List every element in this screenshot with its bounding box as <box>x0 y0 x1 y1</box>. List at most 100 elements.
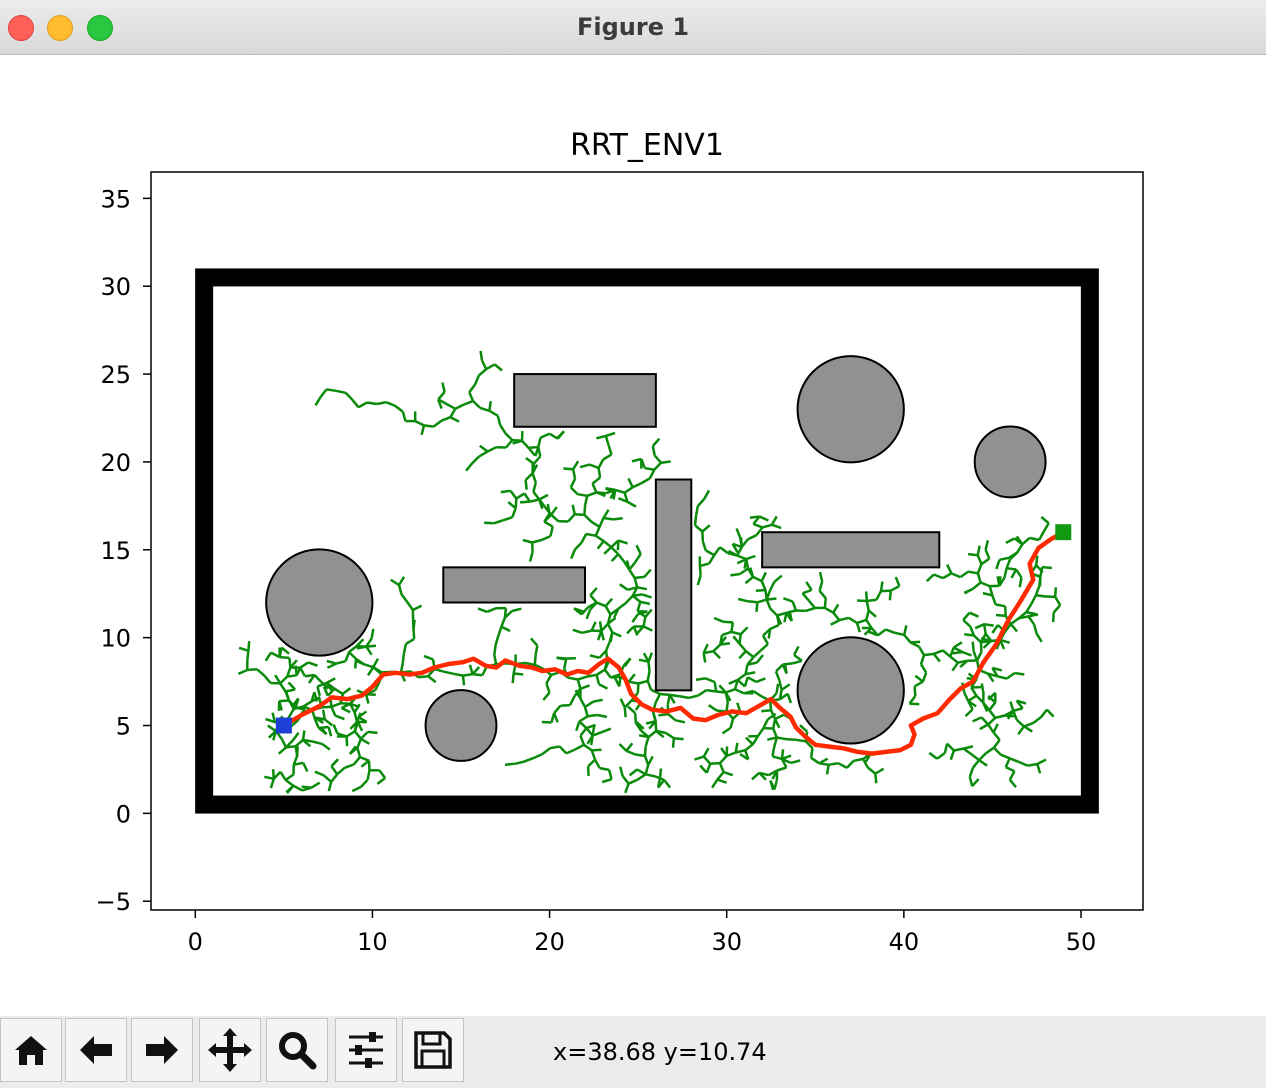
tree-edge <box>749 567 755 578</box>
close-window-button[interactable] <box>8 15 34 41</box>
tree-edge <box>640 600 651 606</box>
tree-edge <box>524 479 528 490</box>
save-button[interactable] <box>402 1018 464 1082</box>
tree-edge <box>356 721 364 732</box>
tree-edge <box>776 766 787 772</box>
tree-edge <box>632 626 639 636</box>
tree-edge <box>774 713 785 721</box>
tree-edge <box>279 675 289 685</box>
tree-edge <box>745 554 756 561</box>
tree-edge <box>745 650 755 659</box>
tree-edge <box>987 716 997 726</box>
tree-edge <box>580 606 590 616</box>
tree-edge <box>618 766 624 777</box>
rect-obstacle <box>442 566 586 604</box>
tree-edge <box>502 516 513 522</box>
tree-edge <box>412 619 416 630</box>
zoom-button[interactable] <box>266 1018 328 1082</box>
tree-edge <box>648 469 656 479</box>
y-tick-label: 20 <box>100 449 131 477</box>
tree-edge <box>631 457 642 463</box>
rrt-plot[interactable]: RRT_ENV1 0 10 20 30 40 50 −5 0 5 10 15 20 25 30 35 <box>0 55 1266 1016</box>
tree-edge <box>694 505 700 516</box>
tree-edge <box>412 629 416 639</box>
figure-canvas[interactable]: RRT_ENV1 0 10 20 30 40 50 −5 0 5 10 15 20 25 30 35 <box>0 55 1266 1016</box>
tree-edge <box>968 776 974 787</box>
tree-edge <box>280 738 288 748</box>
tree-edge <box>278 647 283 658</box>
tree-edge <box>980 716 990 726</box>
tree-edge <box>651 445 656 456</box>
tree-edge <box>493 654 498 665</box>
maximize-window-button[interactable] <box>87 15 113 41</box>
tree-edge <box>356 645 367 650</box>
tree-edge <box>280 646 290 655</box>
path-layer <box>282 530 1065 756</box>
tree-edge <box>364 693 370 704</box>
tree-edge <box>357 401 368 409</box>
tree-edge <box>818 590 827 600</box>
tree-edge <box>268 730 277 739</box>
pan-button[interactable] <box>199 1018 261 1082</box>
tree-edge <box>604 435 610 446</box>
tree-edge <box>743 676 749 687</box>
circle-obstacle <box>796 636 905 745</box>
tree-edge <box>993 746 1002 756</box>
tree-edge <box>973 634 982 644</box>
y-tick-label: 15 <box>100 537 131 565</box>
tree-edge <box>737 673 747 681</box>
tree-edge <box>578 715 589 723</box>
tree-edge <box>776 736 787 741</box>
tree-edge <box>607 769 613 780</box>
tree-edge <box>1034 555 1039 566</box>
tree-edge <box>627 477 634 488</box>
tree-edge <box>618 743 628 752</box>
tree-edge <box>625 594 634 604</box>
floppy-disk-icon <box>414 1031 452 1069</box>
tree-edge <box>412 604 423 612</box>
tree-edge <box>1036 758 1047 766</box>
tree-edge <box>1009 623 1018 633</box>
tree-edge <box>642 625 653 632</box>
tree-edge <box>626 500 637 508</box>
tree-edge <box>567 676 579 681</box>
tree-edge <box>256 668 266 677</box>
back-button[interactable] <box>65 1018 127 1082</box>
tree-edge <box>471 455 481 465</box>
tree-edge <box>982 640 992 649</box>
tree-edge <box>637 610 648 616</box>
tree-edge <box>1018 577 1023 588</box>
tree-edge <box>999 556 1010 562</box>
home-button[interactable] <box>0 1018 62 1082</box>
tree-edge <box>1046 708 1055 718</box>
tree-edge <box>703 489 711 500</box>
tree-edge <box>648 720 657 730</box>
tree-edge <box>366 401 377 406</box>
tree-edge <box>449 408 457 418</box>
tree-edge <box>1008 551 1018 559</box>
tree-edge <box>1005 558 1012 569</box>
tree-edge <box>583 495 589 506</box>
tree-edge <box>773 574 783 583</box>
tree-edge <box>739 567 749 576</box>
axis-ticks: 0 10 20 30 40 50 −5 0 5 10 15 20 25 30 35 <box>96 185 1097 956</box>
tree-edge <box>828 761 839 767</box>
tree-edge <box>1027 762 1038 767</box>
tree-edge <box>653 461 662 471</box>
configure-subplots-button[interactable] <box>335 1018 397 1082</box>
tree-edge <box>632 481 643 489</box>
tree-edge <box>376 400 387 406</box>
forward-button[interactable] <box>131 1018 193 1082</box>
tree-edge <box>556 430 565 440</box>
minimize-window-button[interactable] <box>47 15 73 41</box>
tree-edge <box>573 607 584 613</box>
tree-edge <box>810 756 820 765</box>
tree-edge <box>729 718 735 729</box>
tree-edge <box>302 700 313 708</box>
tree-edge <box>967 552 978 557</box>
tree-edge <box>1010 568 1018 579</box>
tree-edge <box>394 404 404 413</box>
tree-edge <box>628 680 639 685</box>
tree-edge <box>405 637 415 645</box>
circle-obstacle <box>796 355 905 464</box>
